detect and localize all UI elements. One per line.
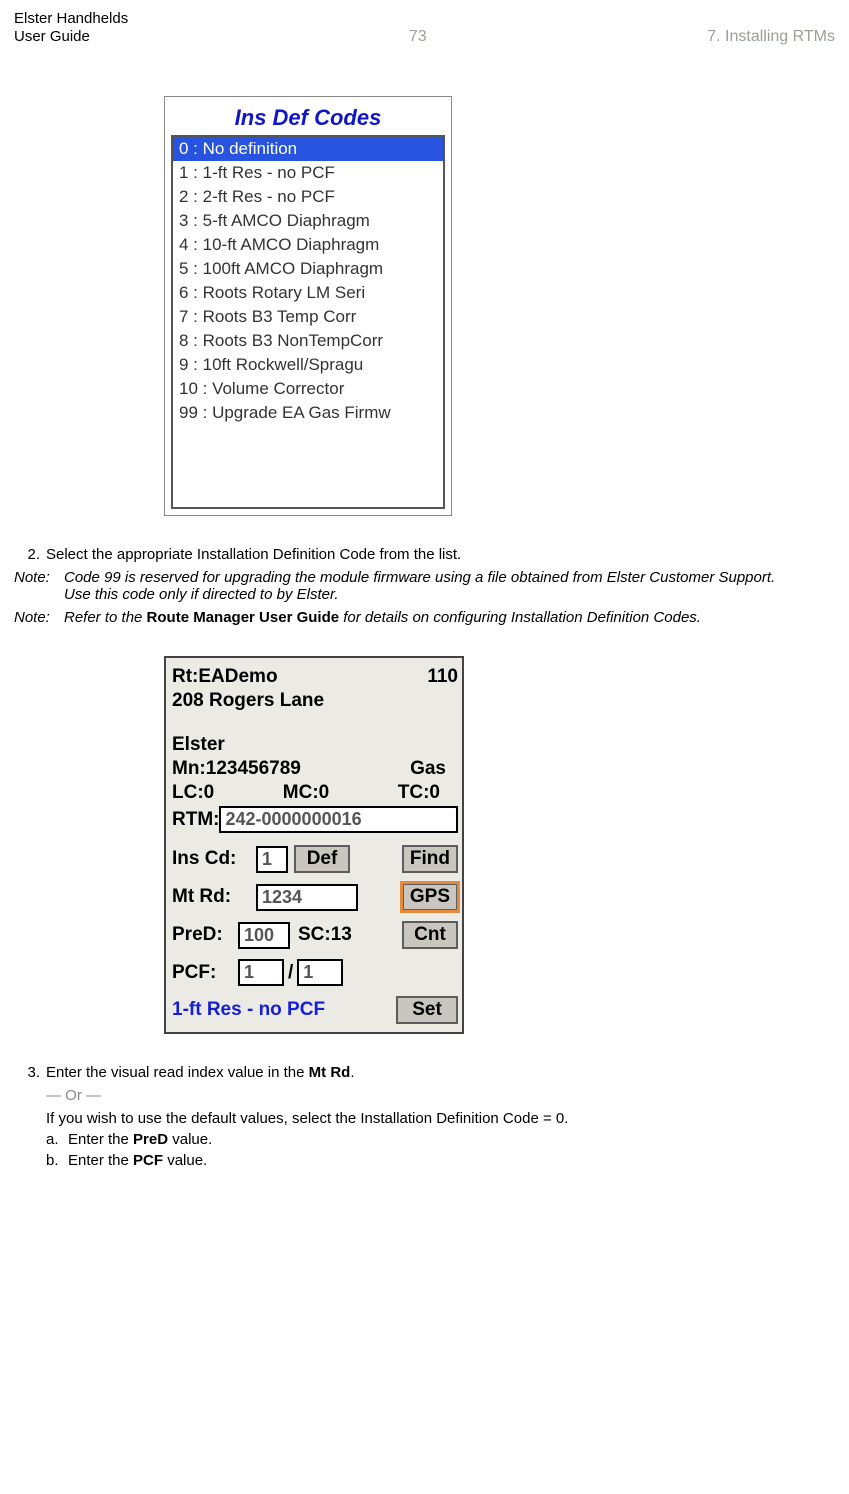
- note2-post: for details on configuring Installation …: [339, 609, 701, 626]
- step-3-alt: If you wish to use the default values, s…: [46, 1110, 794, 1127]
- gps-button[interactable]: GPS: [402, 883, 458, 911]
- lc-value: LC:0: [172, 782, 214, 804]
- rtm-install-panel: Rt:EADemo 110 208 Rogers Lane Elster Mn:…: [164, 656, 464, 1034]
- ins-def-title: Ins Def Codes: [165, 97, 451, 135]
- mtrd-input[interactable]: 1234: [256, 884, 358, 911]
- list-item[interactable]: 3 : 5-ft AMCO Diaphragm: [173, 209, 443, 233]
- step-number: 2.: [14, 546, 46, 563]
- sa-post: value.: [168, 1131, 212, 1148]
- rt-label: Rt:EADemo: [172, 666, 427, 688]
- pred-input[interactable]: 100: [238, 922, 290, 949]
- step-number: 3.: [14, 1064, 46, 1081]
- inscd-label: Ins Cd:: [172, 848, 250, 870]
- s3-bold: Mt Rd: [309, 1064, 351, 1081]
- sb-pre: Enter the: [68, 1152, 133, 1169]
- pred-label: PreD:: [172, 924, 234, 946]
- substep-text: Enter the PreD value.: [68, 1131, 212, 1148]
- header-left: Elster Handhelds User Guide: [14, 10, 128, 46]
- page-number: 73: [409, 28, 427, 46]
- inscd-input[interactable]: 1: [256, 846, 288, 873]
- sc-label: SC:13: [298, 924, 352, 946]
- def-button[interactable]: Def: [294, 845, 350, 873]
- rtm-label: RTM:: [172, 809, 219, 831]
- sa-bold: PreD: [133, 1131, 168, 1148]
- substep-a: a. Enter the PreD value.: [46, 1131, 794, 1148]
- pcf-slash: /: [288, 962, 293, 984]
- section-title: 7. Installing RTMs: [707, 28, 835, 46]
- step-text: Select the appropriate Installation Defi…: [46, 546, 794, 563]
- list-item[interactable]: 2 : 2-ft Res - no PCF: [173, 185, 443, 209]
- footer-status: 1-ft Res - no PCF: [172, 999, 390, 1021]
- list-item[interactable]: 8 : Roots B3 NonTempCorr: [173, 329, 443, 353]
- step-2: 2. Select the appropriate Installation D…: [14, 546, 794, 563]
- note-text: Code 99 is reserved for upgrading the mo…: [64, 569, 794, 603]
- substep-label: a.: [46, 1131, 68, 1148]
- mtrd-label: Mt Rd:: [172, 886, 250, 908]
- rtm-input[interactable]: 242-0000000016: [219, 806, 458, 833]
- mn-label: Mn:123456789: [172, 758, 410, 780]
- list-item[interactable]: 7 : Roots B3 Temp Corr: [173, 305, 443, 329]
- list-item[interactable]: 9 : 10ft Rockwell/Spragu: [173, 353, 443, 377]
- sb-bold: PCF: [133, 1152, 163, 1169]
- set-button[interactable]: Set: [396, 996, 458, 1024]
- note2-bold: Route Manager User Guide: [147, 609, 340, 626]
- tc-value: TC:0: [398, 782, 440, 804]
- rt-number: 110: [427, 666, 458, 688]
- note2-pre: Refer to the: [64, 609, 147, 626]
- pcf-label: PCF:: [172, 962, 234, 984]
- cnt-button[interactable]: Cnt: [402, 921, 458, 949]
- address: 208 Rogers Lane: [172, 690, 324, 712]
- note-2: Note: Refer to the Route Manager User Gu…: [14, 609, 794, 626]
- substep-b: b. Enter the PCF value.: [46, 1152, 794, 1169]
- pcf-num-input[interactable]: 1: [238, 959, 284, 986]
- list-item[interactable]: 6 : Roots Rotary LM Seri: [173, 281, 443, 305]
- mc-value: MC:0: [283, 782, 329, 804]
- ins-def-codes-panel: Ins Def Codes 0 : No definition 1 : 1-ft…: [164, 96, 452, 516]
- note-1: Note: Code 99 is reserved for upgrading …: [14, 569, 794, 603]
- sa-pre: Enter the: [68, 1131, 133, 1148]
- step-3: 3. Enter the visual read index value in …: [14, 1064, 794, 1081]
- gas-label: Gas: [410, 758, 446, 780]
- pcf-den-input[interactable]: 1: [297, 959, 343, 986]
- list-item[interactable]: 1 : 1-ft Res - no PCF: [173, 161, 443, 185]
- ins-def-listbox[interactable]: 0 : No definition 1 : 1-ft Res - no PCF …: [171, 135, 445, 509]
- find-button[interactable]: Find: [402, 845, 458, 873]
- sb-post: value.: [163, 1152, 207, 1169]
- page-header: Elster Handhelds User Guide 73 7. Instal…: [14, 10, 835, 46]
- or-separator: — Or —: [46, 1087, 794, 1104]
- step-text: Enter the visual read index value in the…: [46, 1064, 794, 1081]
- note-label: Note:: [14, 609, 64, 626]
- list-item[interactable]: 0 : No definition: [173, 137, 443, 161]
- list-item[interactable]: 5 : 100ft AMCO Diaphragm: [173, 257, 443, 281]
- doc-title-1: Elster Handhelds: [14, 10, 128, 28]
- s3-pre: Enter the visual read index value in the: [46, 1064, 309, 1081]
- doc-title-2: User Guide: [14, 28, 128, 46]
- list-item[interactable]: 10 : Volume Corrector: [173, 377, 443, 401]
- substep-text: Enter the PCF value.: [68, 1152, 207, 1169]
- note-text: Refer to the Route Manager User Guide fo…: [64, 609, 794, 626]
- s3-post: .: [350, 1064, 354, 1081]
- note-label: Note:: [14, 569, 64, 603]
- company: Elster: [172, 734, 225, 756]
- list-item[interactable]: 99 : Upgrade EA Gas Firmw: [173, 401, 443, 425]
- list-item[interactable]: 4 : 10-ft AMCO Diaphragm: [173, 233, 443, 257]
- substep-label: b.: [46, 1152, 68, 1169]
